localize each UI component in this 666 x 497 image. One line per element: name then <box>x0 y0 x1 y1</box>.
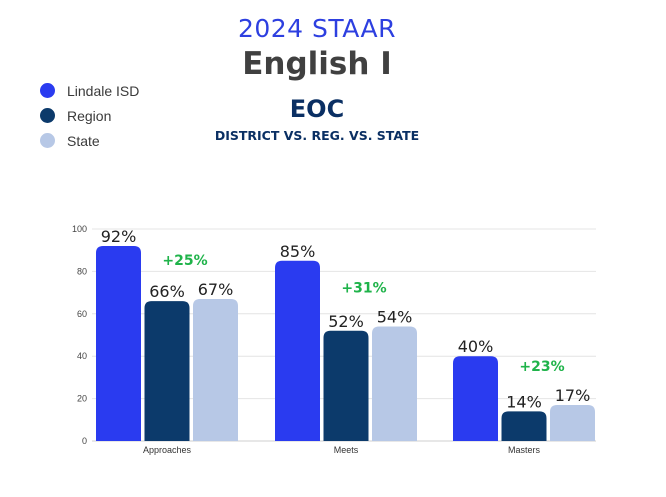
chart-comparison-subtitle: DISTRICT VS. REG. VS. STATE <box>214 128 420 143</box>
chart-legend: Lindale ISD Region State <box>40 78 139 153</box>
bar <box>96 245 141 441</box>
bar <box>453 356 498 441</box>
chart-year-title: 2024 STAAR <box>237 14 397 43</box>
bar <box>275 260 320 441</box>
data-label: 92% <box>101 227 137 246</box>
bar <box>501 411 547 441</box>
data-label: 54% <box>377 308 413 327</box>
x-tick-label: Meets <box>334 445 359 455</box>
data-label: 17% <box>555 386 591 405</box>
legend-label-region: Region <box>67 107 112 124</box>
bar <box>372 326 417 441</box>
data-label: 66% <box>149 282 185 301</box>
difference-annotation: +25% <box>162 253 207 269</box>
difference-annotation: +23% <box>519 359 564 375</box>
bar <box>193 298 238 441</box>
x-tick-label: Masters <box>508 445 541 455</box>
legend-label-state: State <box>67 132 100 149</box>
data-label: 14% <box>506 392 542 411</box>
y-tick-label: 40 <box>77 351 87 361</box>
y-tick-label: 0 <box>82 436 87 446</box>
difference-annotation: +31% <box>341 281 386 297</box>
data-label: 67% <box>198 280 234 299</box>
y-tick-label: 20 <box>77 394 87 404</box>
legend-swatch-region <box>40 108 55 123</box>
data-label: 85% <box>280 242 316 261</box>
legend-item-state: State <box>40 128 139 153</box>
legend-swatch-district <box>40 83 55 98</box>
bar <box>144 301 190 441</box>
data-label: 52% <box>328 312 364 331</box>
data-label: 40% <box>458 337 494 356</box>
bar <box>550 404 595 441</box>
legend-item-district: Lindale ISD <box>40 78 139 103</box>
chart-exam-title: EOC <box>289 95 345 123</box>
y-tick-label: 100 <box>72 224 87 234</box>
legend-swatch-state <box>40 133 55 148</box>
legend-item-region: Region <box>40 103 139 128</box>
y-tick-label: 80 <box>77 266 87 276</box>
chart-subject-title: English I <box>242 46 392 82</box>
legend-label-district: Lindale ISD <box>67 82 140 99</box>
y-tick-label: 60 <box>77 309 87 319</box>
bar <box>323 330 369 441</box>
x-tick-label: Approaches <box>143 445 192 455</box>
